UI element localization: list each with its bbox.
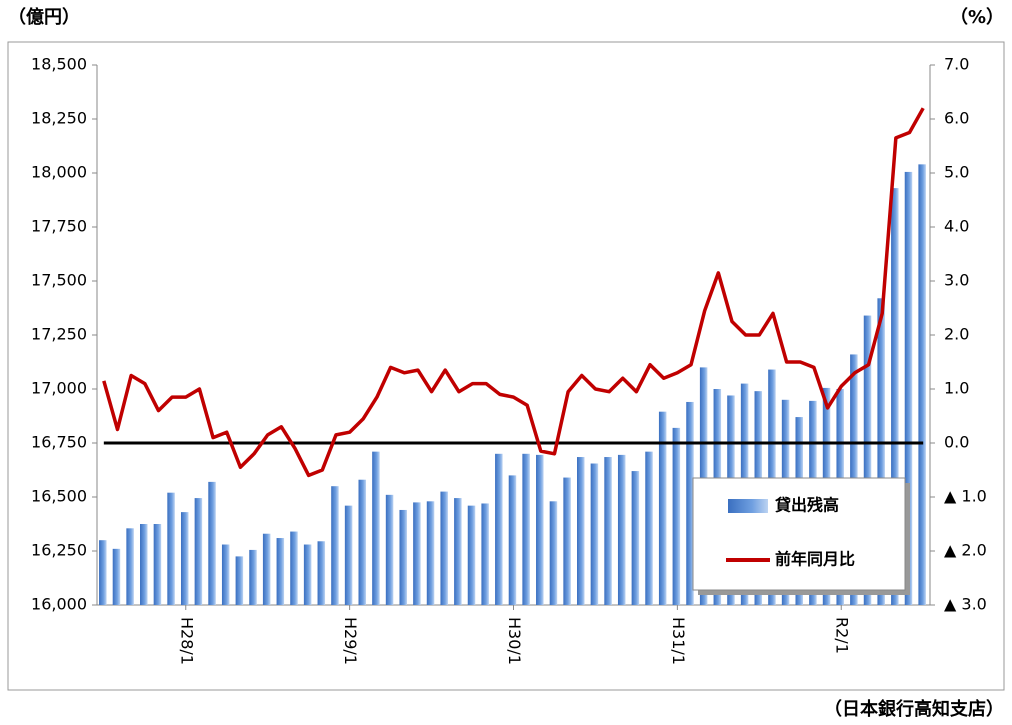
y2-tick-label: 2.0: [944, 325, 969, 344]
y2-tick-label: 4.0: [944, 217, 969, 236]
bar: [576, 457, 585, 605]
legend: [692, 477, 906, 591]
legend-swatch: [728, 499, 768, 513]
bar: [385, 494, 394, 605]
x-tick-label: H29/1: [341, 617, 360, 665]
line: [102, 107, 925, 478]
frame: [7, 41, 1005, 691]
y2-tick-label: 6.0: [944, 109, 969, 128]
bar: [563, 477, 571, 605]
y2-tick-label: ▲ 1.0: [944, 487, 987, 506]
bar: [631, 471, 640, 605]
bar: [604, 457, 612, 605]
x-tick-label: H31/1: [669, 617, 688, 665]
bar: [276, 538, 285, 605]
bar: [249, 549, 257, 605]
bar: [290, 531, 298, 605]
bar: [221, 544, 230, 605]
y-tick-label: 16,000: [31, 595, 87, 614]
bar: [426, 501, 435, 605]
y2-tick-label: 5.0: [944, 163, 969, 182]
y-unit: （億円）: [8, 6, 80, 28]
bar: [863, 315, 872, 605]
bar: [194, 498, 203, 605]
bar: [167, 492, 175, 605]
y2-tick-label: ▲ 3.0: [944, 595, 987, 614]
x-tick-label: H28/1: [177, 617, 196, 665]
y-tick-label: 16,750: [31, 433, 87, 452]
bar: [358, 479, 367, 605]
x-tick-label: R2/1: [833, 617, 852, 654]
bar: [140, 524, 148, 605]
bar: [467, 505, 476, 605]
bar: [672, 427, 681, 605]
bar: [891, 188, 899, 605]
x-tick-label: H30/1: [505, 617, 524, 665]
bar: [372, 451, 380, 605]
bar: [481, 503, 489, 605]
bar: [440, 491, 448, 605]
bar: [235, 556, 244, 605]
bar: [495, 453, 503, 605]
y-tick-label: 16,250: [31, 541, 87, 560]
legend-label: 前年同月比: [775, 550, 855, 569]
bar: [918, 164, 926, 606]
y2-tick-label: 3.0: [944, 271, 969, 290]
bar: [344, 505, 353, 605]
y-tick-label: 17,750: [31, 217, 87, 236]
bar: [549, 501, 558, 605]
bar: [536, 454, 544, 605]
y2-tick-label: 7.0: [944, 55, 969, 74]
bar: [153, 524, 162, 605]
bar: [331, 486, 339, 605]
bar: [180, 512, 189, 605]
bar: [658, 411, 667, 605]
bar: [508, 475, 517, 605]
y-tick-label: 18,000: [31, 163, 87, 182]
bar: [617, 454, 626, 605]
legend-label: 貸出残高: [774, 496, 839, 515]
y-tick-label: 18,500: [31, 55, 87, 74]
bar: [112, 548, 121, 605]
bar: [686, 401, 694, 605]
y-tick-label: 18,250: [31, 109, 87, 128]
bar: [262, 533, 271, 605]
bar: [208, 481, 216, 605]
bar: [399, 509, 407, 605]
y2-tick-label: 1.0: [944, 379, 969, 398]
bar: [303, 544, 312, 605]
bar: [522, 453, 530, 605]
bar: [454, 498, 462, 605]
bar: [317, 541, 326, 605]
bar: [645, 451, 653, 605]
y2-tick-label: ▲ 2.0: [944, 541, 987, 560]
bar: [590, 463, 599, 605]
bar: [126, 528, 134, 605]
source: （日本銀行高知支店）: [824, 698, 1004, 720]
y2-tick-label: 0.0: [944, 433, 969, 452]
y-tick-label: 17,250: [31, 325, 87, 344]
bar: [904, 171, 913, 606]
bar: [877, 298, 885, 605]
bar: [99, 540, 107, 605]
bar: [413, 502, 421, 605]
y-tick-label: 17,000: [31, 379, 87, 398]
y-tick-label: 17,500: [31, 271, 87, 290]
y2-unit: （%）: [950, 7, 1004, 28]
y-tick-label: 16,500: [31, 487, 87, 506]
